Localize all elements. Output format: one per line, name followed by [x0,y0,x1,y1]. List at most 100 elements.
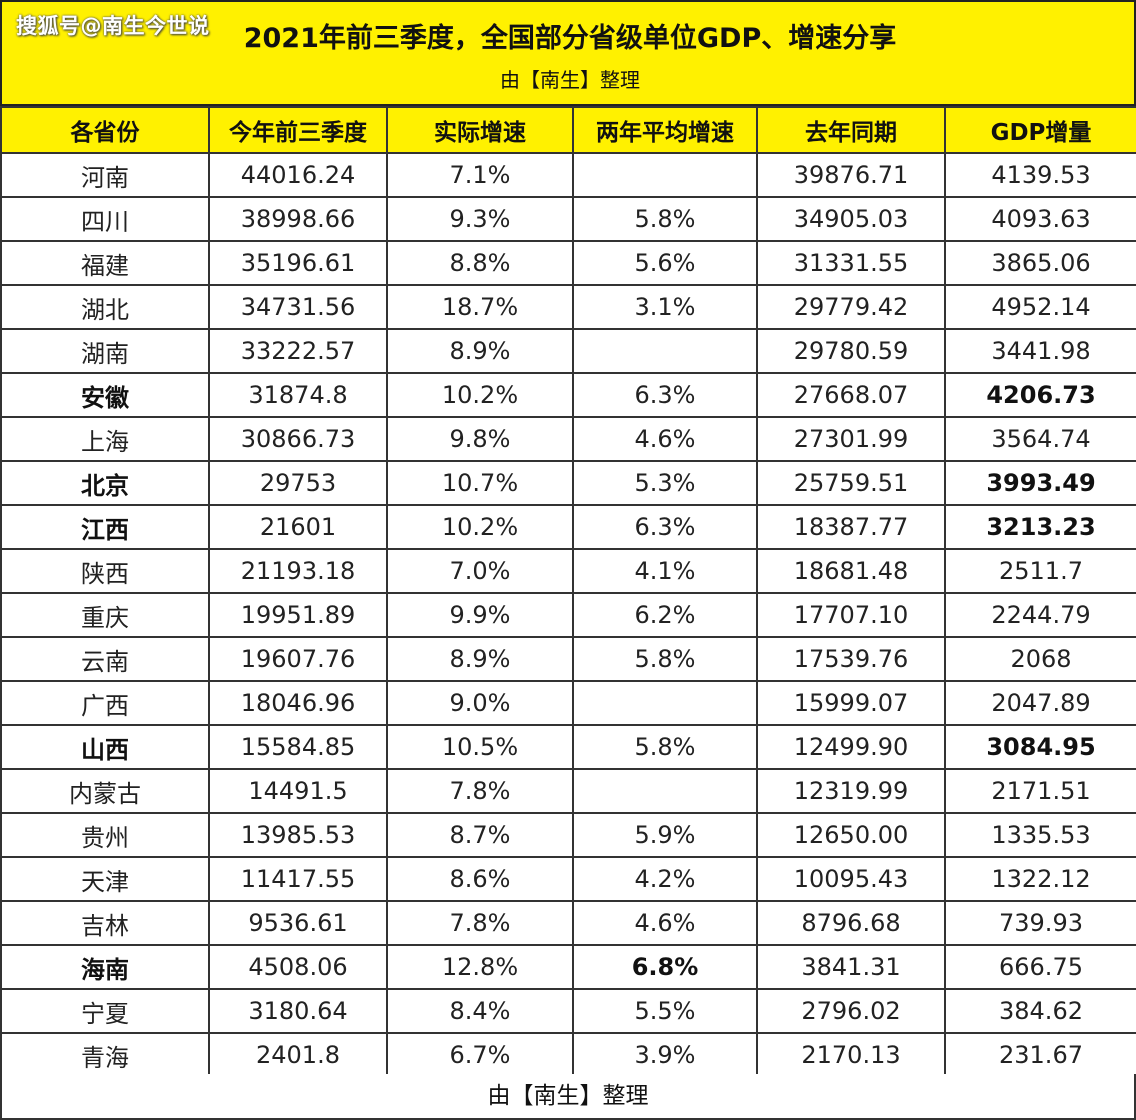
column-header-province: 各省份 [0,106,210,154]
cell-two-year-avg: 5.9% [572,812,758,858]
cell-real-growth: 8.9% [386,636,574,682]
table-row: 青海 2401.8 6.7% 3.9% 2170.13 231.67 [0,1032,1136,1078]
table-row: 吉林 9536.61 7.8% 4.6% 8796.68 739.93 [0,900,1136,946]
table-header-banner: 搜狐号@南生今世说 2021年前三季度，全国部分省级单位GDP、增速分享 由【南… [0,0,1136,106]
cell-province: 吉林 [0,900,210,946]
cell-gdp-2021: 4508.06 [208,944,388,990]
cell-real-growth: 18.7% [386,284,574,330]
cell-province: 湖北 [0,284,210,330]
table-row: 河南 44016.24 7.1% 39876.71 4139.53 [0,152,1136,198]
table-row: 内蒙古 14491.5 7.8% 12319.99 2171.51 [0,768,1136,814]
column-header-last-year: 去年同期 [756,106,946,154]
table-row: 广西 18046.96 9.0% 15999.07 2047.89 [0,680,1136,726]
cell-province: 贵州 [0,812,210,858]
table-row: 贵州 13985.53 8.7% 5.9% 12650.00 1335.53 [0,812,1136,858]
cell-increase: 2244.79 [944,592,1136,638]
cell-real-growth: 9.0% [386,680,574,726]
cell-province: 北京 [0,460,210,506]
table-row: 江西 21601 10.2% 6.3% 18387.77 3213.23 [0,504,1136,550]
cell-increase: 2511.7 [944,548,1136,594]
watermark-text: 搜狐号@南生今世说 [16,14,210,38]
cell-two-year-avg: 6.8% [572,944,758,990]
cell-real-growth: 10.2% [386,504,574,550]
table-row: 湖南 33222.57 8.9% 29780.59 3441.98 [0,328,1136,374]
cell-gdp-2021: 11417.55 [208,856,388,902]
cell-province: 宁夏 [0,988,210,1034]
cell-province: 河南 [0,152,210,198]
cell-gdp-2021: 35196.61 [208,240,388,286]
table-row: 安徽 31874.8 10.2% 6.3% 27668.07 4206.73 [0,372,1136,418]
table-row: 宁夏 3180.64 8.4% 5.5% 2796.02 384.62 [0,988,1136,1034]
cell-two-year-avg: 6.3% [572,372,758,418]
cell-real-growth: 8.7% [386,812,574,858]
cell-province: 湖南 [0,328,210,374]
cell-real-growth: 8.9% [386,328,574,374]
cell-last-year: 25759.51 [756,460,946,506]
cell-two-year-avg [572,680,758,726]
header-row: 各省份 今年前三季度 实际增速 两年平均增速 去年同期 GDP增量 [0,106,1136,154]
cell-gdp-2021: 18046.96 [208,680,388,726]
cell-gdp-2021: 29753 [208,460,388,506]
cell-two-year-avg [572,768,758,814]
cell-province: 广西 [0,680,210,726]
column-header-gdp-2021: 今年前三季度 [208,106,388,154]
page-subtitle: 由【南生】整理 [500,68,640,92]
cell-real-growth: 7.8% [386,900,574,946]
cell-gdp-2021: 21193.18 [208,548,388,594]
cell-increase: 739.93 [944,900,1136,946]
cell-increase: 4952.14 [944,284,1136,330]
cell-increase: 1322.12 [944,856,1136,902]
table-head: 各省份 今年前三季度 实际增速 两年平均增速 去年同期 GDP增量 [0,106,1136,154]
table-body: 河南 44016.24 7.1% 39876.71 4139.53 四川 38998.66 9… [0,152,1136,1078]
cell-increase: 2047.89 [944,680,1136,726]
cell-real-growth: 8.8% [386,240,574,286]
cell-province: 江西 [0,504,210,550]
cell-last-year: 2170.13 [756,1032,946,1078]
cell-increase: 4139.53 [944,152,1136,198]
cell-gdp-2021: 9536.61 [208,900,388,946]
cell-two-year-avg: 6.2% [572,592,758,638]
cell-last-year: 27668.07 [756,372,946,418]
cell-gdp-2021: 30866.73 [208,416,388,462]
cell-gdp-2021: 2401.8 [208,1032,388,1078]
table-row: 四川 38998.66 9.3% 5.8% 34905.03 4093.63 [0,196,1136,242]
cell-real-growth: 7.8% [386,768,574,814]
table-row: 山西 15584.85 10.5% 5.8% 12499.90 3084.95 [0,724,1136,770]
cell-real-growth: 10.2% [386,372,574,418]
cell-province: 重庆 [0,592,210,638]
cell-real-growth: 10.7% [386,460,574,506]
cell-increase: 2171.51 [944,768,1136,814]
cell-increase: 231.67 [944,1032,1136,1078]
cell-two-year-avg: 3.9% [572,1032,758,1078]
cell-province: 海南 [0,944,210,990]
cell-province: 四川 [0,196,210,242]
cell-two-year-avg: 4.6% [572,416,758,462]
cell-last-year: 8796.68 [756,900,946,946]
cell-last-year: 18681.48 [756,548,946,594]
cell-gdp-2021: 31874.8 [208,372,388,418]
cell-real-growth: 9.3% [386,196,574,242]
cell-gdp-2021: 21601 [208,504,388,550]
cell-gdp-2021: 44016.24 [208,152,388,198]
column-header-increase: GDP增量 [944,106,1136,154]
table-row: 北京 29753 10.7% 5.3% 25759.51 3993.49 [0,460,1136,506]
table-row: 重庆 19951.89 9.9% 6.2% 17707.10 2244.79 [0,592,1136,638]
gdp-table: 各省份 今年前三季度 实际增速 两年平均增速 去年同期 GDP增量 河南 4401… [0,106,1136,1078]
cell-last-year: 3841.31 [756,944,946,990]
cell-last-year: 27301.99 [756,416,946,462]
cell-two-year-avg: 4.2% [572,856,758,902]
cell-province: 云南 [0,636,210,682]
footer-note: 由【南生】整理 [0,1074,1136,1120]
cell-last-year: 39876.71 [756,152,946,198]
cell-two-year-avg: 6.3% [572,504,758,550]
cell-last-year: 2796.02 [756,988,946,1034]
cell-province: 陕西 [0,548,210,594]
cell-real-growth: 6.7% [386,1032,574,1078]
cell-real-growth: 9.8% [386,416,574,462]
table-row: 云南 19607.76 8.9% 5.8% 17539.76 2068 [0,636,1136,682]
cell-province: 内蒙古 [0,768,210,814]
cell-gdp-2021: 33222.57 [208,328,388,374]
table-row: 海南 4508.06 12.8% 6.8% 3841.31 666.75 [0,944,1136,990]
table-row: 福建 35196.61 8.8% 5.6% 31331.55 3865.06 [0,240,1136,286]
cell-gdp-2021: 34731.56 [208,284,388,330]
